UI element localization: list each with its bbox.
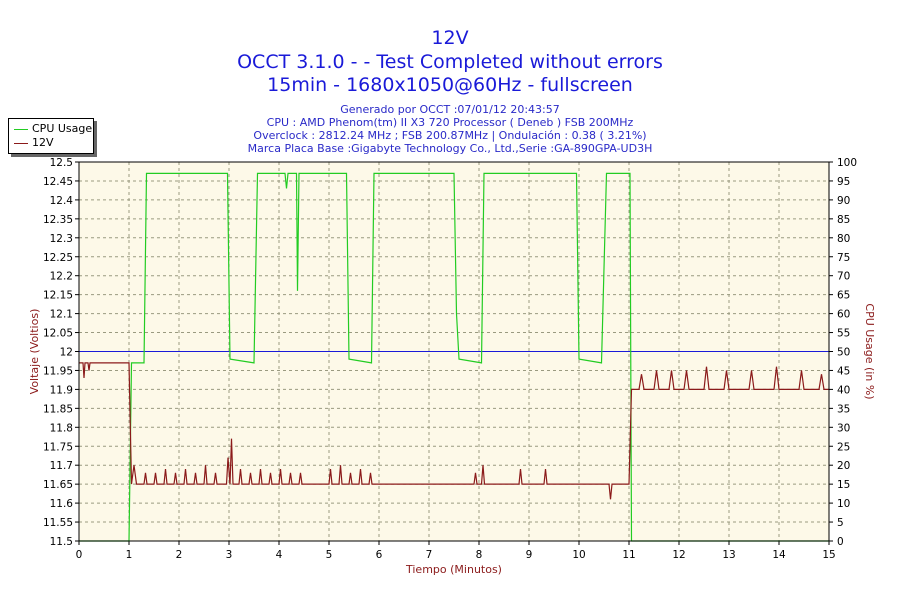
series-12v [79,362,829,500]
y-left-tick-label: 12.25 [43,252,73,264]
info-line-2: CPU : AMD Phenom(tm) II X3 720 Processor… [266,116,634,129]
plot-frame [78,161,830,542]
x-tick-label: 13 [722,549,735,561]
info-line-1: Generado por OCCT :07/01/12 20:43:57 [340,103,560,116]
y-left-tick-label: 12.4 [50,195,74,207]
y-right-tick-label: 55 [837,328,850,340]
y-left-tick-label: 12.5 [50,157,73,169]
legend-label-cpu: CPU Usage [32,122,93,135]
y-left-tick-label: 11.95 [43,365,73,377]
y-right-tick-label: 85 [837,214,850,226]
info-line-4: Marca Placa Base :Gigabyte Technology Co… [247,142,653,155]
y-right-tick-label: 95 [837,176,850,188]
chart-subtitle-1: OCCT 3.1.0 - - Test Completed without er… [237,51,663,73]
y-left-tick-label: 11.55 [43,517,73,529]
x-tick-label: 3 [226,549,233,561]
y-left-tick-label: 12.3 [50,233,73,245]
x-tick-label: 9 [526,549,533,561]
x-tick-label: 7 [426,549,433,561]
y-right-tick-label: 10 [837,498,850,510]
x-tick-label: 11 [622,549,635,561]
x-tick-label: 10 [572,549,585,561]
x-tick-label: 1 [126,549,133,561]
y-left-tick-label: 12.1 [50,309,73,321]
y-left-tick-label: 11.75 [43,441,73,453]
series-cpu-usage [79,172,829,542]
y-right-tick-label: 15 [837,479,850,491]
x-tick-label: 0 [76,549,83,561]
y-left-axis-label: Voltaje (Voltios) [28,309,41,395]
chart-subtitle-2: 15min - 1680x1050@60Hz - fullscreen [267,74,633,96]
y-left-tick-label: 11.65 [43,479,73,491]
y-right-tick-label: 90 [837,195,850,207]
y-right-tick-label: 100 [837,157,857,169]
y-right-tick-label: 30 [837,422,850,434]
x-tick-label: 8 [476,549,483,561]
y-right-tick-label: 0 [837,536,844,548]
y-right-tick-label: 80 [837,233,850,245]
y-right-tick-label: 45 [837,365,850,377]
y-left-tick-label: 11.7 [50,460,73,472]
y-right-axis-label: CPU Usage (in %) [863,303,876,399]
legend-swatch-cpu [14,128,28,130]
x-tick-label: 5 [326,549,333,561]
y-right-tick-label: 70 [837,271,850,283]
y-right-tick-label: 40 [837,384,850,396]
y-left-tick-label: 11.9 [50,384,73,396]
x-tick-label: 6 [376,549,383,561]
y-right-tick-label: 60 [837,309,850,321]
x-tick-label: 14 [772,549,786,561]
x-tick-label: 2 [176,549,183,561]
y-left-tick-label: 12.15 [43,290,73,302]
y-left-tick-label: 12.45 [43,176,73,188]
info-line-3: Overclock : 2812.24 MHz ; FSB 200.87MHz … [253,129,647,142]
y-left-tick-label: 11.6 [50,498,74,510]
x-axis-label: Tiempo (Minutos) [405,563,502,576]
y-right-tick-label: 65 [837,290,850,302]
x-tick-label: 12 [672,549,685,561]
y-right-tick-label: 20 [837,460,850,472]
y-right-tick-label: 5 [837,517,844,529]
y-right-tick-label: 50 [837,347,850,359]
y-right-tick-label: 35 [837,403,850,415]
y-left-tick-label: 11.5 [50,536,73,548]
legend-label-12v: 12V [32,136,54,149]
chart-title: 12V [431,27,469,49]
x-tick-label: 4 [276,549,283,561]
y-left-tick-label: 12.35 [43,214,73,226]
legend: CPU Usage 12V [8,118,94,154]
y-right-tick-label: 25 [837,441,850,453]
legend-swatch-12v [14,142,28,144]
y-left-tick-label: 12.05 [43,328,73,340]
y-left-tick-label: 11.85 [43,403,73,415]
y-left-tick-label: 12.2 [50,271,73,283]
legend-item-cpu: CPU Usage [14,122,92,135]
y-left-tick-label: 12 [60,347,73,359]
x-tick-label: 15 [822,549,835,561]
y-right-tick-label: 75 [837,252,850,264]
y-left-tick-label: 11.8 [50,422,73,434]
legend-item-12v: 12V [14,136,54,149]
